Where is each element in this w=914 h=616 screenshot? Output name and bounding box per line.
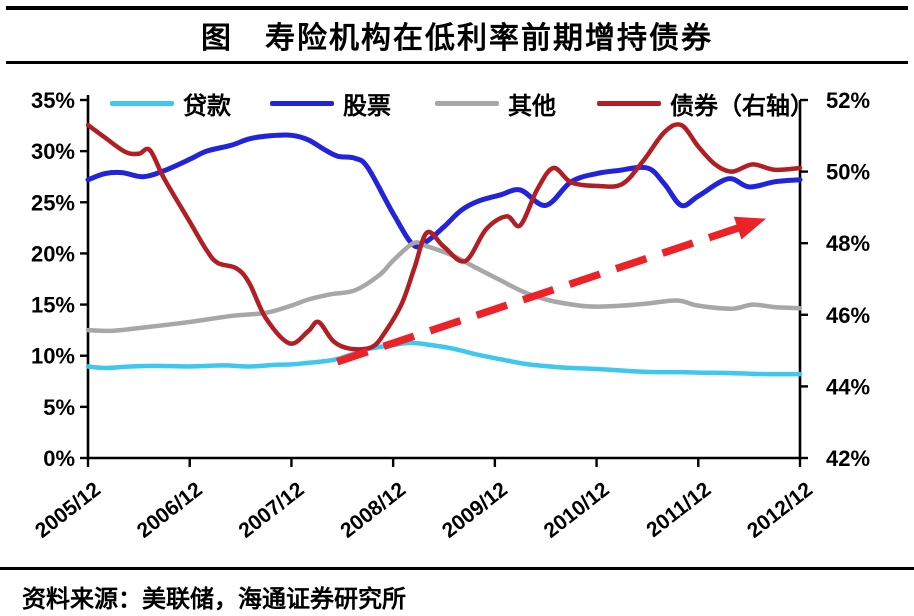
series-line-2 [85, 240, 803, 334]
y-axis-label-right: 52% [826, 88, 870, 113]
legend-label-loans: 贷款 [183, 94, 231, 120]
y-axis-label-right: 44% [826, 374, 870, 399]
x-axis-label: 2009/12 [438, 478, 512, 543]
legend-item-others: 其他 [435, 86, 556, 121]
y-axis-label-right: 46% [826, 303, 870, 328]
y-axis-label-left: 30% [31, 139, 75, 164]
series-line-0 [85, 340, 803, 377]
x-axis-label: 2007/12 [235, 478, 309, 543]
x-axis-label: 2011/12 [642, 478, 715, 542]
y-axis-label-left: 15% [31, 293, 75, 318]
chart-legend: 贷款 股票 其他 债券（右轴） [0, 86, 914, 120]
axis-frame [86, 95, 802, 460]
legend-line-swatch-bonds [597, 101, 661, 106]
series-line-3 [85, 122, 803, 352]
y-axis-label-left: 0% [43, 446, 75, 471]
legend-label-others: 其他 [508, 94, 556, 120]
x-axis-label: 2008/12 [336, 478, 410, 543]
legend-item-bonds: 债券（右轴） [597, 86, 814, 121]
y-axis-label-left: 35% [31, 88, 75, 113]
title-rule-bottom [6, 61, 908, 64]
y-axis-label-right: 42% [826, 446, 870, 471]
trend-arrow-head [733, 216, 767, 240]
y-axis-label-right: 50% [826, 160, 870, 185]
trend-arrow-line [336, 222, 747, 366]
x-axis-label: 2005/12 [31, 478, 105, 543]
y-axis-label-left: 5% [43, 395, 75, 420]
source-note: 资料来源：美联储，海通证券研究所 [22, 587, 406, 613]
y-axis-label-right: 48% [826, 231, 870, 256]
legend-item-stocks: 股票 [270, 86, 391, 121]
source-rule [0, 567, 914, 570]
y-axis-label-left: 20% [31, 241, 75, 266]
legend-label-stocks: 股票 [343, 94, 391, 120]
chart-title: 图 寿险机构在低利率前期增持债券 [201, 22, 713, 55]
title-rule-top [6, 6, 908, 10]
legend-item-loans: 贷款 [110, 86, 231, 121]
x-axis-label: 2012/12 [743, 478, 817, 543]
legend-label-bonds: 债券（右轴） [670, 94, 814, 120]
legend-line-swatch-stocks [270, 101, 334, 106]
legend-line-swatch-loans [110, 101, 174, 106]
y-axis-label-left: 10% [31, 344, 75, 369]
y-axis-label-left: 25% [31, 190, 75, 215]
x-axis-label: 2006/12 [133, 478, 207, 543]
x-axis-label: 2010/12 [540, 478, 614, 543]
legend-line-swatch-others [435, 101, 499, 106]
